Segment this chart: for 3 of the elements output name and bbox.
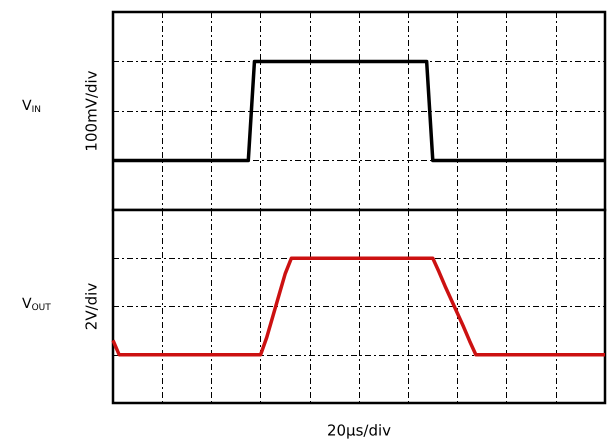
y-axis-title: 100mV/div — [82, 70, 100, 152]
y-axis-title: 2V/div — [82, 282, 100, 330]
x-axis-title: 20µs/div — [326, 422, 392, 440]
